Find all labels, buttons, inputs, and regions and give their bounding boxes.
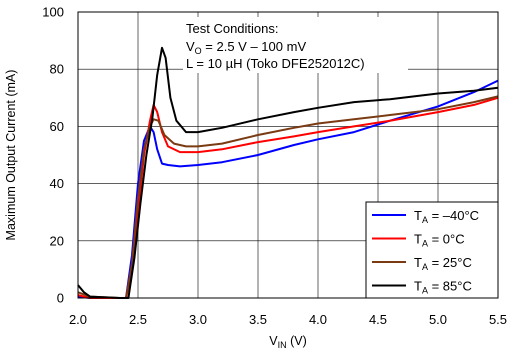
legend-label: TA = 85°C — [414, 279, 472, 296]
series-line-2 — [77, 95, 499, 299]
y-tick-label: 0 — [57, 291, 64, 306]
x-tick-label: 4.5 — [369, 312, 387, 327]
legend: TA = –40°C TA = 0°C TA = 25°C TA = 85°C — [365, 201, 499, 299]
x-tick-label: 2.5 — [129, 312, 147, 327]
annotation-background — [183, 17, 408, 73]
x-tick-labels: 2.0 2.5 3.0 3.5 4.0 4.5 5.0 5.5 — [69, 312, 507, 327]
x-tick-label: 2.0 — [69, 312, 87, 327]
y-tick-label: 40 — [50, 176, 64, 191]
x-tick-label: 5.5 — [489, 312, 507, 327]
x-tick-label: 3.5 — [249, 312, 267, 327]
x-tick-label: 5.0 — [429, 312, 447, 327]
legend-label: TA = 0°C — [414, 232, 465, 249]
x-axis-label: VIN (V) — [269, 334, 306, 350]
annotation-inductor: L = 10 µH (Toko DFE252012C) — [186, 56, 365, 71]
y-axis-label: Maximum Output Current (mA) — [4, 70, 18, 241]
legend-label: TA = 25°C — [414, 255, 472, 272]
x-tick-label: 4.0 — [309, 312, 327, 327]
annotation-title: Test Conditions: — [186, 21, 279, 36]
legend-label: TA = –40°C — [414, 208, 479, 225]
test-conditions-annotation: Test Conditions: VO = 2.5 V – 100 mV L =… — [183, 17, 408, 73]
annotation-voltage: VO = 2.5 V – 100 mV — [186, 39, 306, 56]
y-tick-label: 60 — [50, 119, 64, 134]
y-tick-labels: 0 20 40 60 80 100 — [42, 5, 64, 306]
y-tick-label: 20 — [50, 233, 64, 248]
x-tick-label: 3.0 — [189, 312, 207, 327]
plot-frame — [77, 11, 499, 299]
y-tick-label: 80 — [50, 62, 64, 77]
legend-box — [365, 201, 499, 299]
y-tick-label: 100 — [42, 5, 64, 20]
